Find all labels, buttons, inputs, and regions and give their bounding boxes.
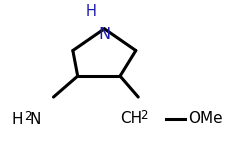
Text: H: H [11, 112, 23, 127]
Text: CH: CH [120, 111, 142, 126]
Text: N: N [30, 112, 41, 127]
Text: H: H [86, 4, 97, 19]
Text: 2: 2 [24, 110, 32, 123]
Text: OMe: OMe [188, 111, 222, 126]
Text: N: N [98, 27, 110, 41]
Text: 2: 2 [140, 109, 147, 122]
